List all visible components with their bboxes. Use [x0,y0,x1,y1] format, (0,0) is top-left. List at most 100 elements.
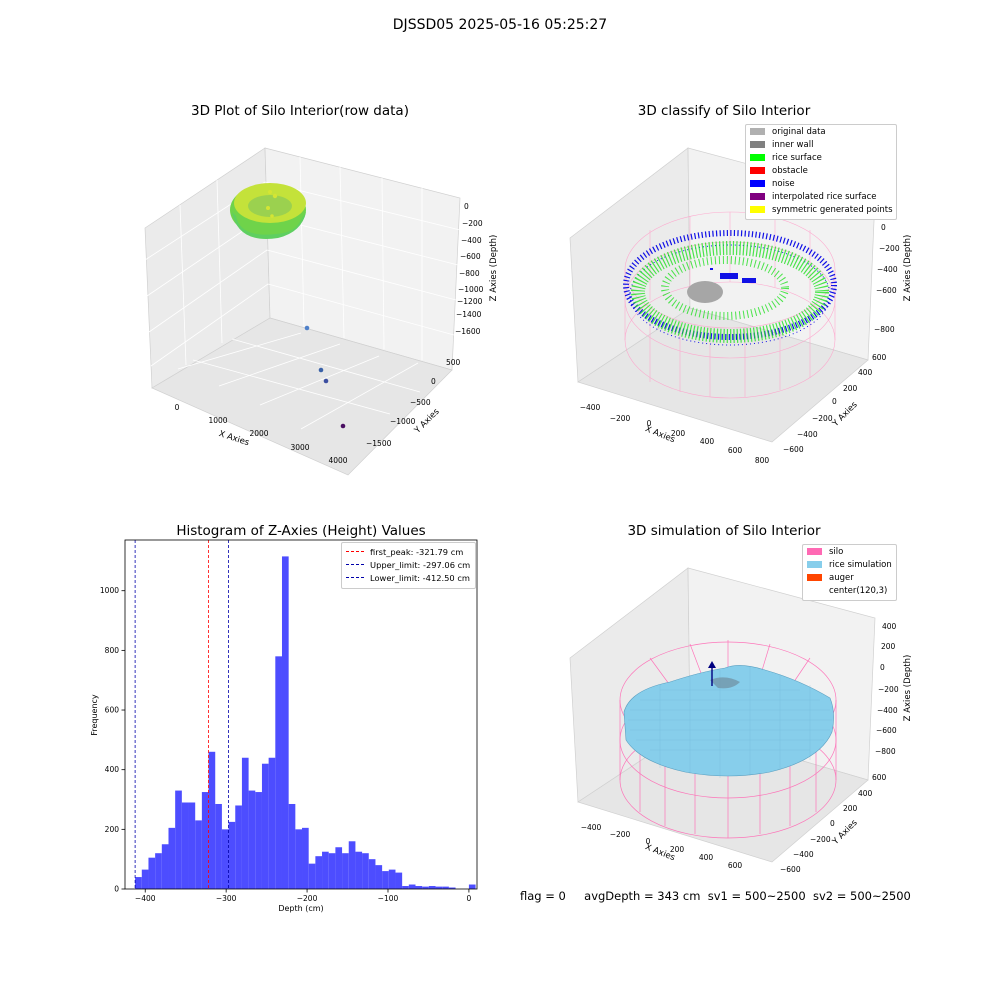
raw-z-tick: 0 [464,202,469,211]
rice-crater [710,677,740,689]
classify-legend-label: interpolated rice surface [772,191,877,202]
classify-y-tick: −600 [783,445,804,454]
classify-z-tick: −600 [876,286,897,295]
histogram-bar [215,803,222,889]
histogram-bar [201,792,209,889]
histogram-bar [382,871,389,889]
raw-z-tick: −600 [460,252,481,261]
raw-z-tick: −400 [461,236,482,245]
histogram-legend-entry: Lower_limit: -412.50 cm [342,571,475,584]
simulation-legend-label: auger [829,572,854,583]
classify-x-tick: −400 [580,403,601,412]
simulation-x-tick: −200 [610,830,631,839]
simulation-z-tick: −200 [878,685,899,694]
classify-y-tick: 400 [858,368,873,377]
histogram-bar [362,853,369,889]
histogram-legend-line [346,577,364,578]
histogram-y-tick-label: 800 [105,646,120,655]
histogram-legend-label: Lower_limit: -412.50 cm [370,572,470,583]
simulation-x-tick: 600 [728,861,743,870]
classify-legend-swatch [750,128,765,135]
histogram-bar [181,802,189,889]
histogram-axes-frame [124,539,478,890]
simulation-z-tick: −600 [876,726,897,735]
histogram-bar [275,656,282,889]
simulation-x-tick: 400 [699,853,714,862]
avg-depth-text: avgDepth = 343 cm [584,889,701,903]
raw-outlier-point [323,378,329,384]
classify-legend-entry: noise [746,177,896,190]
histogram-bar [335,847,343,889]
raw-y-tick: 500 [446,358,461,367]
classify-x-axis-label: X Axies [643,424,676,445]
raw-x-tick: 2000 [249,429,268,438]
raw-x-tick: 1000 [208,416,227,425]
raw-z-tick: −800 [459,269,480,278]
classify-legend-entry: original data [746,125,896,138]
simulation-legend-entry: auger [803,571,896,584]
histogram-bar [168,827,176,889]
classify-legend-swatch [750,141,765,148]
simulation-y-tick: −400 [793,850,814,859]
classify-legend-label: original data [772,126,826,137]
rice-surface-points [631,241,829,343]
simulation-y-tick: 0 [830,819,835,828]
simulation-y-tick: 400 [858,789,873,798]
classify-legend-entry: inner wall [746,138,896,151]
simulation-z-tick: 400 [882,622,897,631]
histogram-bar [348,841,356,889]
histogram-bar [161,844,169,889]
histogram-bar [402,886,409,889]
histogram-bar [288,803,296,889]
raw-ring-hole [248,195,292,217]
raw-ring-front [232,212,306,239]
histogram-bar [448,887,456,889]
histogram-bar [281,556,289,889]
classify-legend-label: rice surface [772,152,822,163]
histogram-bar [228,821,236,889]
simulation-x-tick: 0 [646,837,651,846]
raw-z-tick: −1600 [455,327,481,336]
histogram-x-tick-label: −200 [297,894,318,903]
simulation-legend: silo rice simulation auger center(120,3) [802,544,897,601]
raw-3d-plot[interactable]: 0 1000 2000 3000 4000 500 0 −500 −1000 −… [120,120,620,540]
classify-y-tick: 0 [832,397,837,406]
histogram-bar [308,863,316,889]
raw-x-tick: 3000 [290,443,309,452]
simulation-legend-label: center(120,3) [829,585,888,596]
histogram-bar [221,829,229,889]
histogram-bar [328,853,336,889]
classify-legend-label: inner wall [772,139,814,150]
raw-z-tick: −1400 [456,310,482,319]
histogram-bar [268,757,276,889]
raw-z-axis-label: Z Axies (Depth) [489,235,499,302]
sv2-text: sv2 = 500~2500 [812,889,911,903]
classify-legend-swatch [750,180,765,187]
histogram-bar [141,869,149,889]
classify-x-tick: 400 [700,437,715,446]
simulation-3d-plot[interactable]: −400 −200 0 200 400 600 600 400 200 0 −2… [560,540,960,880]
raw-z-tick: −1200 [457,297,483,306]
raw-z-tick: −200 [462,219,483,228]
classify-legend-swatch [750,154,765,161]
classify-legend-entry: obstacle [746,164,896,177]
auger-icon [708,661,716,668]
histogram-bar [442,886,449,889]
histogram-bar [235,805,242,889]
histogram-bar [428,886,436,889]
histogram-bar [315,856,323,889]
classify-x-tick: 0 [647,419,652,428]
raw-outlier-point [304,325,310,331]
histogram-x-axis-label: Depth (cm) [278,904,323,913]
simulation-legend-swatch [807,587,822,594]
simulation-legend-entry: rice simulation [803,558,896,571]
simulation-legend-swatch [807,548,822,555]
histogram-bar [435,886,443,889]
rice-simulation-surface [623,665,834,777]
histogram-bar [248,790,256,889]
simulation-y-tick: 600 [872,773,887,782]
histogram-legend: first_peak: -321.79 cm Upper_limit: -297.… [341,542,476,589]
histogram-bar [375,865,383,889]
histogram-chart[interactable]: −400 −300 −200 −100 0 0 200 400 600 800 1000 Depth… [80,530,500,920]
histogram-bar [302,827,309,889]
